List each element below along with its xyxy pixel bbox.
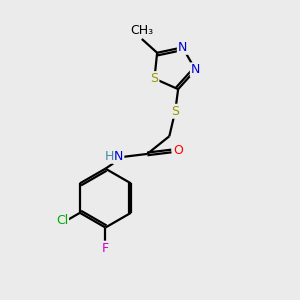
Text: N: N <box>178 41 187 54</box>
Text: N: N <box>114 150 123 164</box>
Text: F: F <box>102 242 109 255</box>
Text: O: O <box>173 145 183 158</box>
Text: S: S <box>171 105 179 118</box>
Text: Cl: Cl <box>56 214 68 227</box>
Text: N: N <box>191 63 200 76</box>
Text: CH₃: CH₃ <box>130 24 153 37</box>
Text: H: H <box>105 150 114 163</box>
Text: S: S <box>150 72 158 85</box>
